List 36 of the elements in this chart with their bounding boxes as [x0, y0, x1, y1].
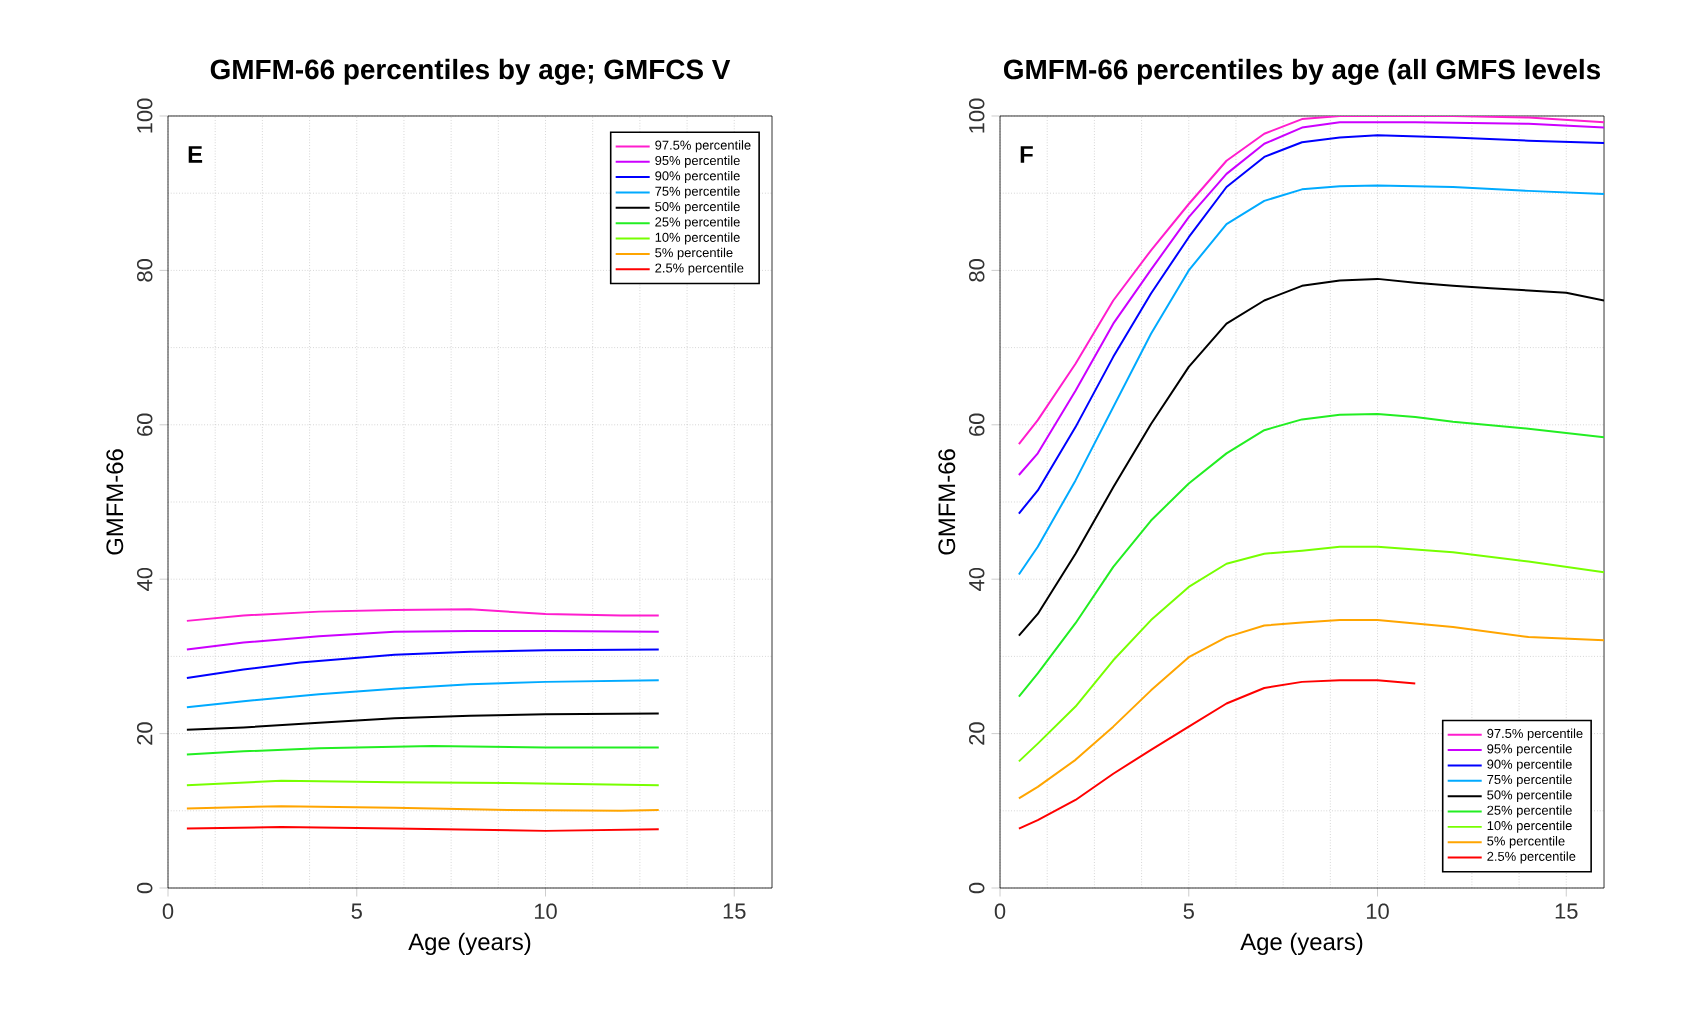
y-tick-label: 60 [968, 413, 985, 436]
line-series [1017, 545, 1605, 763]
y-axis-title: GMFM-66 [938, 449, 956, 555]
line-series [1017, 412, 1605, 698]
x-tick-label: 5 [351, 903, 362, 919]
x-tick-label: 15 [1555, 903, 1578, 919]
line-series [185, 648, 660, 680]
x-tick-label: 10 [1366, 903, 1389, 920]
y-tick-label: 40 [136, 567, 153, 591]
x-tick-label: 15 [723, 903, 746, 919]
x-tick-label: 5 [1183, 903, 1194, 919]
line-series [1017, 619, 1605, 800]
chart-title: GMFM-66 percentiles by age; GMFCS V [210, 58, 731, 85]
y-tick-label: 20 [968, 722, 985, 745]
annotation: E [188, 146, 203, 163]
chart-title: GMFM-66 percentiles by age (all GMFS levels [1003, 58, 1601, 85]
y-tick-label: 80 [968, 259, 985, 282]
x-axis-title: Age (years) [1240, 932, 1363, 956]
line-series [185, 679, 660, 709]
x-tick-label: 0 [162, 903, 174, 920]
y-tick-label: 0 [968, 882, 985, 894]
y-axis-title: GMFM-66 [106, 449, 124, 555]
y-tick-label: 100 [136, 98, 153, 133]
line-series [185, 712, 660, 731]
y-tick-label: 100 [968, 98, 985, 133]
y-tick-label: 20 [136, 722, 153, 745]
y-tick-label: 60 [136, 413, 153, 436]
x-tick-label: 10 [534, 903, 557, 920]
y-tick-label: 80 [136, 259, 153, 282]
y-tick-label: 0 [136, 882, 153, 894]
line-series [1017, 679, 1417, 830]
y-tick-label: 40 [968, 567, 985, 591]
x-axis-title: Age (years) [408, 932, 531, 956]
x-tick-label: 0 [994, 903, 1006, 920]
line-series [185, 629, 660, 651]
annotation: F [1020, 146, 1033, 163]
